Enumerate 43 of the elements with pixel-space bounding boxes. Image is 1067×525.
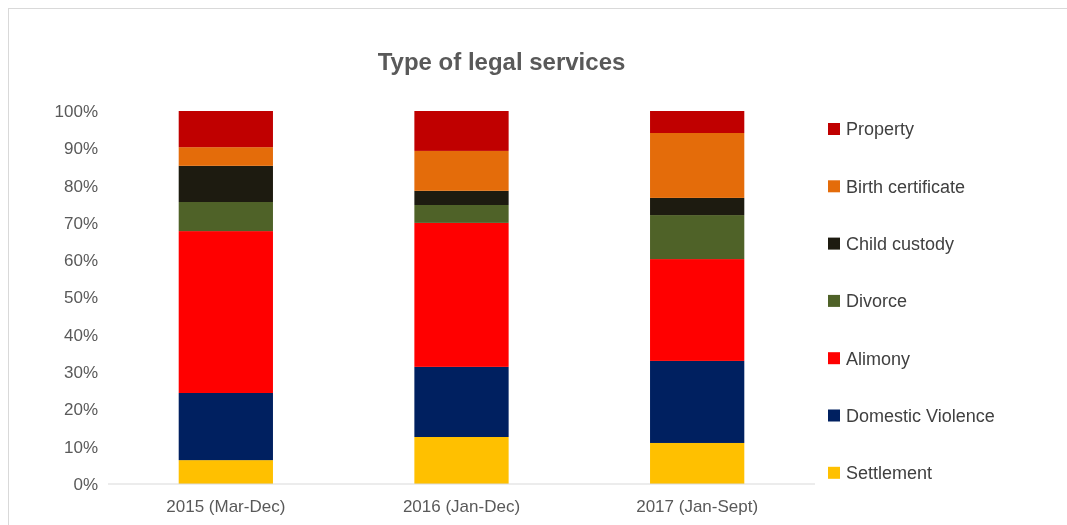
bar	[650, 197, 745, 216]
bar	[650, 111, 745, 134]
y-tick-label: 0%	[73, 474, 98, 494]
bar	[178, 202, 273, 232]
legend-label: Divorce	[846, 291, 908, 312]
y-tick-label: 90%	[63, 139, 98, 159]
bar	[414, 366, 509, 437]
y-tick-label: 70%	[63, 213, 98, 233]
y-tick-label: 50%	[63, 288, 98, 308]
bar	[650, 259, 745, 361]
bar	[650, 133, 745, 198]
legend-label: Domestic Violence	[846, 405, 995, 426]
y-tick-label: 10%	[63, 437, 98, 457]
bar	[414, 437, 509, 484]
bar	[414, 222, 509, 367]
y-tick-label: 30%	[63, 363, 98, 383]
bar	[414, 190, 509, 205]
y-tick-label: 60%	[63, 251, 98, 271]
bar	[178, 165, 273, 203]
x-tick-label: 2015 (Mar-Dec)	[166, 497, 286, 516]
y-tick-label: 40%	[63, 325, 98, 345]
x-tick-label: 2017 (Jan-Sept)	[636, 497, 759, 516]
bar	[650, 215, 745, 260]
bar	[178, 111, 273, 148]
bar	[178, 460, 273, 484]
bar	[650, 360, 745, 443]
legend-label: Child custody	[846, 233, 955, 254]
bar	[650, 442, 745, 484]
legend-label: Alimony	[846, 348, 911, 369]
bar	[414, 205, 509, 223]
bar	[414, 150, 509, 191]
y-tick-label: 100%	[54, 101, 98, 121]
chart-title: Type of legal services	[377, 48, 626, 75]
legend-label: Birth certificate	[846, 176, 966, 197]
x-tick-label: 2016 (Jan-Dec)	[402, 497, 521, 516]
y-tick-label: 20%	[63, 400, 98, 420]
bar	[414, 111, 509, 151]
legend-label: Property	[846, 119, 915, 140]
bar	[178, 147, 273, 166]
bar	[178, 231, 273, 393]
y-tick-label: 80%	[63, 176, 98, 196]
legend-label: Settlement	[846, 463, 933, 484]
bar	[178, 392, 273, 461]
